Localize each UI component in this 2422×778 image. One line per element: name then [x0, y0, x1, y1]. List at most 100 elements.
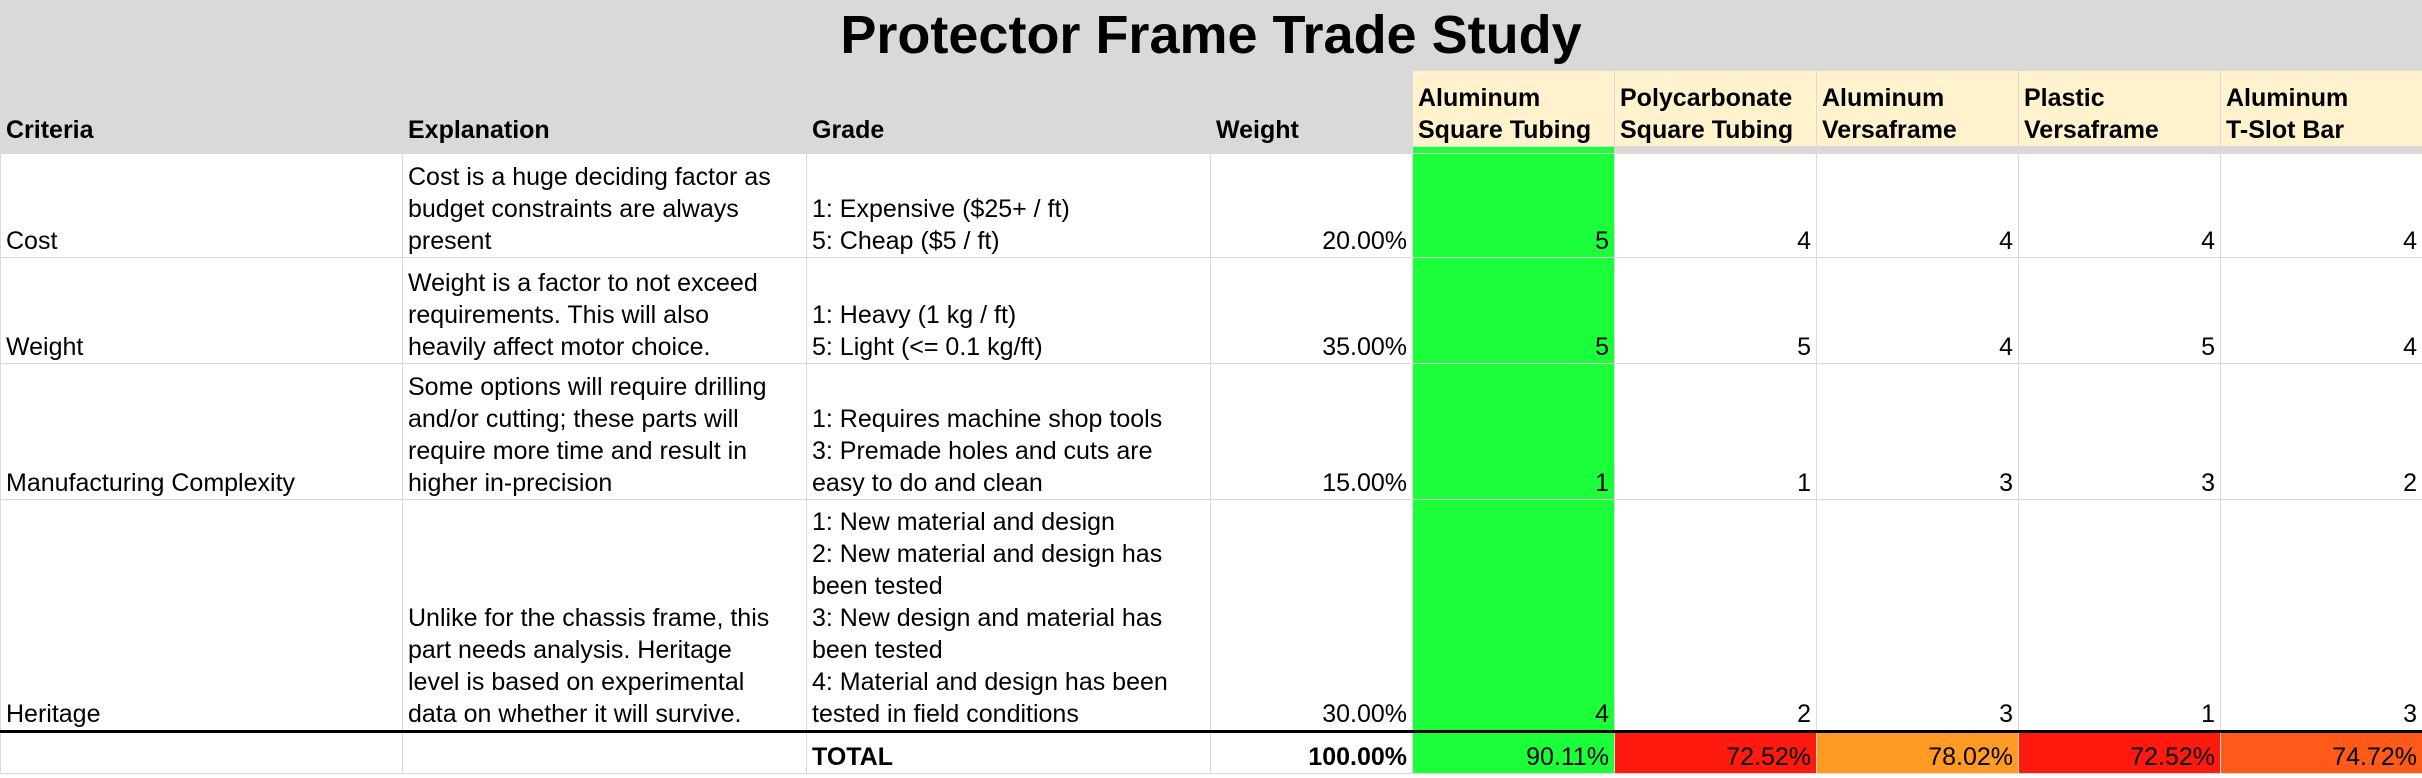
score-cell-option-2[interactable]: 1	[1614, 363, 1817, 500]
criteria-cell[interactable]: Cost	[0, 153, 403, 258]
score-cell-option-5[interactable]: 4	[2220, 153, 2422, 258]
cell-line: part needs analysis. Heritage	[408, 636, 732, 664]
explanation-cell[interactable]: Cost is a huge deciding factor as budget …	[402, 153, 807, 258]
criteria-row: Cost Cost is a huge deciding factor as bud…	[0, 153, 2422, 258]
option-line: Aluminum	[2226, 84, 2349, 112]
total-score-3[interactable]: 78.02%	[1816, 730, 2019, 774]
cell-line: 3: New design and material has	[812, 604, 1163, 632]
cell-line: 5: Light (<= 0.1 kg/ft)	[812, 333, 1043, 361]
spacer-cell	[2220, 146, 2422, 154]
criteria-cell[interactable]: Weight	[0, 257, 403, 364]
header-criteria[interactable]: Criteria	[0, 70, 403, 147]
score-cell-option-1[interactable]: 1	[1412, 363, 1615, 500]
option-line: Polycarbonate	[1620, 84, 1793, 112]
score-cell-option-4[interactable]: 4	[2018, 153, 2221, 258]
explanation-cell[interactable]: Weight is a factor to not exceed requirem…	[402, 257, 807, 364]
option-line: Square Tubing	[1620, 116, 1794, 144]
weight-cell[interactable]: 35.00%	[1210, 257, 1413, 364]
score-cell-option-2[interactable]: 2	[1614, 499, 1817, 732]
cell-line: easy to do and clean	[812, 469, 1043, 497]
score-cell-option-5[interactable]: 4	[2220, 257, 2422, 364]
criteria-row: Manufacturing Complexity Some options wil…	[0, 363, 2422, 500]
cell-line: Unlike for the chassis frame, this	[408, 604, 770, 632]
cell-line: 2: New material and design has	[812, 540, 1163, 568]
score-cell-option-3[interactable]: 3	[1816, 363, 2019, 500]
cell-line: level is based on experimental	[408, 668, 745, 696]
header-option-4[interactable]: Plastic Versaframe	[2018, 70, 2221, 147]
cell-line: Some options will require drilling	[408, 373, 767, 401]
criteria-rows: Cost Cost is a huge deciding factor as bud…	[0, 153, 2422, 732]
cell-line: heavily affect motor choice.	[408, 333, 711, 361]
cell-line: requirements. This will also	[408, 301, 710, 329]
score-cell-option-1[interactable]: 4	[1412, 499, 1615, 732]
spacer-row	[0, 146, 2422, 154]
total-label[interactable]: TOTAL	[806, 730, 1211, 774]
option-line: Aluminum	[1418, 84, 1541, 112]
header-weight[interactable]: Weight	[1210, 70, 1413, 147]
score-cell-option-1[interactable]: 5	[1412, 153, 1615, 258]
cell-line: require more time and result in	[408, 437, 748, 465]
explanation-cell[interactable]: Some options will require drilling and/or…	[402, 363, 807, 500]
cell-line: 1: New material and design	[812, 508, 1115, 536]
score-cell-option-4[interactable]: 3	[2018, 363, 2221, 500]
cell-line: data on whether it will survive.	[408, 700, 742, 728]
explanation-cell[interactable]: Unlike for the chassis frame, this part n…	[402, 499, 807, 732]
spacer-cell	[0, 146, 403, 154]
score-cell-option-5[interactable]: 2	[2220, 363, 2422, 500]
criteria-cell[interactable]: Manufacturing Complexity	[0, 363, 403, 500]
header-option-5[interactable]: Aluminum T-Slot Bar	[2220, 70, 2422, 147]
spacer-cell	[1412, 146, 1615, 154]
spacer-cell	[1614, 146, 1817, 154]
total-score-5[interactable]: 74.72%	[2220, 730, 2422, 774]
option-line: Versaframe	[1822, 116, 1957, 144]
header-option-1[interactable]: Aluminum Square Tubing	[1412, 70, 1615, 147]
cell-line: 1: Heavy (1 kg / ft)	[812, 301, 1017, 329]
header-explanation[interactable]: Explanation	[402, 70, 807, 147]
total-row: TOTAL 100.00% 90.11% 72.52% 78.02% 72.52…	[0, 730, 2422, 774]
total-score-2[interactable]: 72.52%	[1614, 730, 1817, 774]
grade-cell[interactable]: 1: Expensive ($25+ / ft) 5: Cheap ($5 / f…	[806, 153, 1211, 258]
spacer-cell	[402, 146, 807, 154]
weight-cell[interactable]: 30.00%	[1210, 499, 1413, 732]
criteria-row: Weight Weight is a factor to not exceed re…	[0, 257, 2422, 364]
total-score-4[interactable]: 72.52%	[2018, 730, 2221, 774]
option-line: Square Tubing	[1418, 116, 1592, 144]
cell-line: budget constraints are always	[408, 195, 739, 223]
weight-cell[interactable]: 15.00%	[1210, 363, 1413, 500]
total-score-1[interactable]: 90.11%	[1412, 730, 1615, 774]
header-option-3[interactable]: Aluminum Versaframe	[1816, 70, 2019, 147]
cell-line: 4: Material and design has been	[812, 668, 1168, 696]
total-weight[interactable]: 100.00%	[1210, 730, 1413, 774]
criteria-cell[interactable]: Heritage	[0, 499, 403, 732]
criteria-row: Heritage Unlike for the chassis frame, th…	[0, 499, 2422, 732]
grade-cell[interactable]: 1: New material and design 2: New materia…	[806, 499, 1211, 732]
spacer-cell	[806, 146, 1211, 154]
cell-line: 1: Expensive ($25+ / ft)	[812, 195, 1070, 223]
cell-line: 3: Premade holes and cuts are	[812, 437, 1153, 465]
cell-line: 1: Requires machine shop tools	[812, 405, 1163, 433]
score-cell-option-4[interactable]: 1	[2018, 499, 2221, 732]
weight-cell[interactable]: 20.00%	[1210, 153, 1413, 258]
score-cell-option-3[interactable]: 4	[1816, 257, 2019, 364]
option-line: T-Slot Bar	[2226, 116, 2345, 144]
score-cell-option-1[interactable]: 5	[1412, 257, 1615, 364]
cell-line: higher in-precision	[408, 469, 613, 497]
spacer-cell	[1816, 146, 2019, 154]
cell-line: present	[408, 227, 492, 255]
total-blank-cell[interactable]	[0, 730, 403, 774]
score-cell-option-2[interactable]: 4	[1614, 153, 1817, 258]
score-cell-option-5[interactable]: 3	[2220, 499, 2422, 732]
score-cell-option-2[interactable]: 5	[1614, 257, 1817, 364]
grade-cell[interactable]: 1: Requires machine shop tools 3: Premade…	[806, 363, 1211, 500]
score-cell-option-4[interactable]: 5	[2018, 257, 2221, 364]
total-blank-cell[interactable]	[402, 730, 807, 774]
header-option-2[interactable]: Polycarbonate Square Tubing	[1614, 70, 1817, 147]
score-cell-option-3[interactable]: 3	[1816, 499, 2019, 732]
score-cell-option-3[interactable]: 4	[1816, 153, 2019, 258]
header-grade[interactable]: Grade	[806, 70, 1211, 147]
grade-cell[interactable]: 1: Heavy (1 kg / ft) 5: Light (<= 0.1 kg/…	[806, 257, 1211, 364]
cell-line: tested in field conditions	[812, 700, 1079, 728]
cell-line: and/or cutting; these parts will	[408, 405, 739, 433]
cell-line: Cost is a huge deciding factor as	[408, 163, 771, 191]
